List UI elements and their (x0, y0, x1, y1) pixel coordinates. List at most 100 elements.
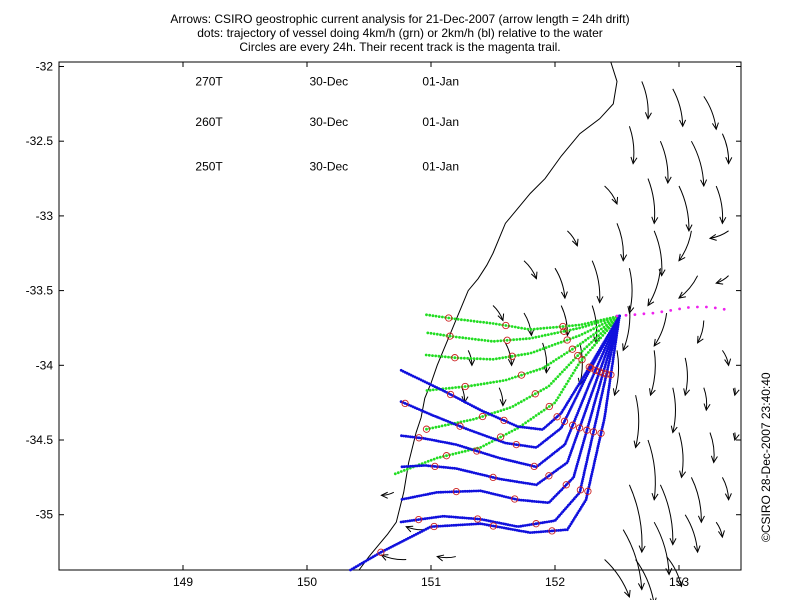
annotation-date-1: 30-Dec (309, 74, 348, 88)
green-track-dot (426, 331, 430, 335)
green-track-dot (425, 313, 428, 317)
annotation-date-2: 01-Jan (422, 115, 459, 129)
green-track-dot (472, 417, 475, 421)
blue-track-dot (463, 523, 467, 526)
green-track-dot (504, 355, 508, 359)
blue-track-dot (413, 435, 416, 439)
blue-track-dot (581, 399, 584, 403)
blue-track-dot (478, 522, 482, 526)
current-arrow-head (717, 530, 725, 539)
current-arrow-head (543, 366, 551, 374)
current-arrow-shaft (666, 556, 682, 587)
green-track-dot (454, 452, 458, 455)
blue-track-dot (516, 425, 520, 428)
blue-track-dot (606, 347, 609, 351)
green-track-dot (466, 449, 470, 452)
daily-circle (569, 421, 577, 429)
blue-track-dot (522, 498, 525, 502)
daily-circles-layer (377, 314, 615, 556)
current-arrow-shaft (721, 350, 730, 366)
blue-track-dot (532, 483, 536, 486)
blue-track-dot (420, 464, 424, 467)
blue-track-dot (608, 355, 612, 359)
daily-circle (530, 462, 538, 471)
green-track-dot (532, 327, 536, 331)
blue-track-dot (513, 497, 517, 501)
blue-track-dot (404, 497, 408, 500)
green-track-dot (434, 314, 438, 318)
blue-track-dot (405, 465, 408, 468)
blue-track-dot (595, 395, 598, 398)
magenta-trail-dot (687, 306, 690, 309)
blue-track-dot (524, 481, 527, 485)
blue-track-dot (500, 477, 504, 481)
blue-track-dot (498, 456, 502, 460)
blue-track-dot (536, 427, 540, 431)
green-track-dot (490, 440, 494, 443)
current-arrow-shaft (678, 185, 690, 231)
green-track-dot (435, 332, 439, 336)
blue-track-dot (465, 523, 469, 526)
current-arrow-head (499, 399, 507, 407)
green-track-dot (466, 356, 469, 360)
green-track-dot (602, 325, 606, 329)
current-arrow-head (651, 216, 659, 225)
blue-track-dot (430, 516, 434, 520)
green-track-dot (578, 326, 581, 330)
blue-track-dot (434, 439, 438, 443)
green-track-dot (559, 340, 563, 344)
green-track-dot (587, 323, 591, 327)
current-arrow-head (679, 119, 687, 128)
title-line-1: Arrows: CSIRO geostrophic current analys… (170, 12, 630, 26)
blue-track-dot (506, 523, 510, 527)
green-track-dot (546, 333, 550, 336)
green-track-dot (485, 381, 489, 385)
blue-track-dot (500, 494, 504, 498)
daily-circle (445, 314, 453, 322)
blue-track-dot (589, 477, 593, 480)
blue-track-dot (520, 529, 523, 533)
green-track-dot (454, 386, 457, 389)
blue-track-dot (444, 419, 448, 422)
green-track-dot (453, 317, 457, 321)
green-track-dot (542, 326, 546, 330)
blue-track-dot (404, 520, 407, 523)
blue-track-dot (596, 446, 599, 450)
blue-track-dot (547, 520, 551, 523)
daily-circle (597, 429, 605, 437)
blue-track-dot (614, 338, 618, 342)
blue-track-dot (532, 427, 535, 430)
blue-track-dot (469, 517, 473, 520)
blue-track-dot (605, 349, 609, 353)
blue-track-dot (590, 411, 594, 415)
daily-circle (451, 354, 459, 362)
green-track-dot (589, 328, 593, 332)
blue-track-dot (420, 494, 423, 497)
blue-track-dot (528, 523, 531, 527)
daily-circle (560, 327, 568, 335)
blue-track-dot (523, 426, 526, 429)
green-track-dot (442, 333, 445, 337)
blue-track-dot (595, 451, 599, 454)
blue-track-dot (430, 491, 434, 495)
blue-track-dot (497, 521, 501, 525)
current-arrows-layer (380, 81, 740, 600)
blue-track-dot (575, 464, 579, 468)
blue-track-dot (604, 410, 607, 414)
green-track-dot (432, 332, 436, 336)
current-arrow-shaft (715, 185, 724, 224)
blue-track-dot (595, 449, 599, 452)
current-arrow-shaft (672, 387, 676, 433)
green-track-dot (445, 454, 448, 458)
blue-track-dot (410, 519, 414, 522)
green-track-dot (510, 376, 514, 380)
blue-track-dot (603, 412, 607, 416)
green-track-dot (547, 384, 551, 388)
green-track-dot (554, 377, 558, 381)
blue-track-dot (577, 409, 580, 413)
blue-track-dot (479, 489, 482, 493)
blue-track-dot (464, 446, 468, 450)
green-track-dot (479, 320, 482, 324)
blue-track-dot (428, 516, 431, 520)
blue-track-dot (522, 481, 525, 485)
